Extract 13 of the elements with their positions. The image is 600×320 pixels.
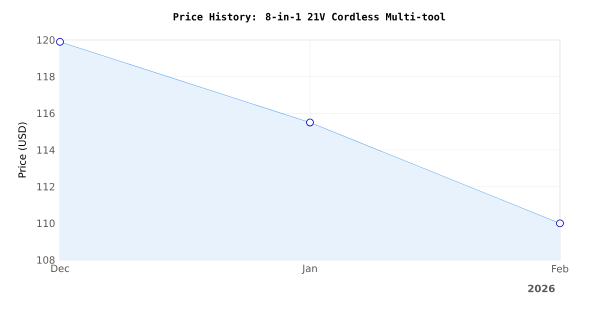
x-tick-label: Dec (51, 264, 70, 272)
y-tick-label: 114 (37, 146, 55, 154)
y-tick-label: 116 (37, 110, 55, 118)
y-tick-label: 112 (37, 182, 54, 190)
chart-title: Price History: 8-in-1 21V Cordless Multi-tool (174, 12, 446, 22)
text: 2026 (528, 284, 555, 292)
x-tick-label: Jan (302, 264, 317, 274)
y-tick-label: 118 (37, 72, 55, 80)
x-tick-label: Feb (552, 264, 568, 272)
y-tick-label: 110 (37, 220, 55, 228)
y-tick-label: 108 (37, 256, 55, 264)
y-tick-label: 120 (37, 36, 55, 44)
y-axis-title: Price (USD) (18, 122, 28, 178)
